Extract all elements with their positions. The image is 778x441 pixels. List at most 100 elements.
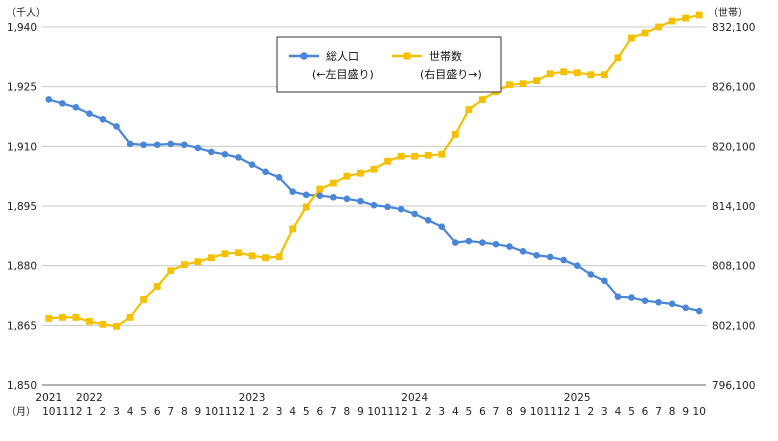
data-point	[695, 307, 703, 315]
month-tick-label: 10	[530, 406, 543, 418]
left-tick-label: 1,895	[7, 201, 37, 213]
data-point	[72, 104, 80, 111]
month-tick-label: 3	[438, 406, 445, 418]
month-tick-label: 6	[154, 406, 161, 418]
data-point	[682, 304, 689, 312]
legend-households-marker	[403, 52, 411, 60]
data-point	[573, 69, 581, 77]
month-tick-label: 12	[557, 406, 570, 418]
month-tick-label: 3	[601, 406, 608, 418]
data-point	[560, 68, 568, 76]
data-point	[546, 70, 554, 78]
month-tick-label: 4	[127, 406, 134, 418]
data-point	[560, 256, 568, 264]
data-point	[533, 252, 540, 259]
data-point	[113, 123, 120, 130]
month-tick-label: 6	[642, 406, 649, 418]
data-point	[357, 169, 364, 177]
data-point	[330, 193, 337, 201]
month-tick-label: 1	[411, 406, 418, 418]
month-tick-label: 12	[394, 406, 407, 418]
data-point	[248, 161, 256, 168]
data-point	[628, 34, 635, 42]
month-tick-label: 5	[140, 406, 147, 418]
month-tick-label: 10	[42, 406, 55, 418]
data-point	[262, 168, 269, 176]
right-tick-label: 808,100	[712, 261, 755, 273]
data-point	[451, 131, 459, 138]
month-tick-label: 12	[232, 406, 245, 418]
left-tick-label: 1,865	[7, 320, 37, 332]
data-point	[221, 250, 229, 258]
right-tick-label: 832,100	[712, 22, 755, 34]
month-tick-label: 7	[330, 406, 337, 418]
data-point	[235, 249, 242, 257]
data-point	[140, 296, 148, 303]
data-point	[506, 243, 513, 250]
data-point	[668, 300, 676, 308]
data-point	[126, 140, 134, 148]
legend-box	[276, 36, 502, 93]
month-tick-label: 3	[276, 406, 283, 418]
legend-population-marker	[300, 52, 308, 60]
data-point	[329, 179, 337, 187]
data-point	[452, 239, 459, 246]
data-point	[628, 294, 635, 301]
data-point	[533, 77, 541, 85]
month-tick-label: 1	[574, 406, 581, 418]
data-point	[167, 140, 175, 148]
year-label: 2022	[76, 392, 103, 404]
data-point	[411, 152, 419, 160]
data-point	[424, 151, 432, 159]
month-tick-label: 9	[520, 406, 527, 418]
data-point	[221, 150, 229, 158]
data-point	[72, 313, 80, 321]
data-point	[59, 100, 66, 107]
data-point	[194, 258, 202, 266]
month-tick-label: 5	[466, 406, 473, 418]
x-axis: 10 11 12 1 2 3 4 5 6 7 8 9 10 11 12 1 2 3 4 5 6 7 8 9 10 11 12 1 2 3 4…	[35, 392, 706, 418]
right-tick-label: 826,100	[712, 82, 755, 94]
data-point	[641, 29, 649, 37]
left-tick-label: 1,940	[7, 22, 37, 34]
data-point	[275, 253, 283, 261]
series-total-population	[45, 96, 703, 315]
data-point	[587, 71, 595, 79]
month-tick-label: 12	[69, 406, 82, 418]
legend: 総人口 (←左目盛り) 世帯数 (右目盛り→)	[276, 36, 502, 93]
data-point	[180, 141, 188, 149]
data-point	[140, 141, 147, 149]
data-point	[614, 54, 622, 62]
data-point	[357, 197, 364, 205]
left-axis: 1,850 1,865 1,880 1,895 1,910 1,925 1,940	[7, 22, 37, 392]
data-point	[194, 144, 202, 152]
data-point	[302, 191, 310, 199]
data-point	[126, 313, 134, 321]
month-tick-label: 11	[381, 406, 394, 418]
month-tick-label: 5	[303, 406, 310, 418]
right-axis: 796,100 802,100 808,100 814,100 820,100 826,1…	[712, 22, 755, 392]
data-point	[153, 283, 161, 290]
data-point	[479, 96, 486, 103]
month-tick-label: 11	[543, 406, 556, 418]
data-point	[655, 23, 662, 31]
data-point	[397, 152, 405, 160]
data-point	[207, 254, 215, 262]
data-point	[275, 174, 283, 181]
data-point	[546, 253, 554, 261]
data-point	[573, 262, 581, 269]
month-tick-label: 2	[587, 406, 594, 418]
data-point	[45, 96, 53, 103]
month-tick-label: 4	[615, 406, 622, 418]
data-point	[695, 11, 703, 19]
data-point	[397, 205, 405, 213]
month-tick-label: 11	[218, 406, 231, 418]
data-point	[438, 223, 446, 230]
month-tick-label: 4	[289, 406, 296, 418]
month-tick-label: 10	[205, 406, 218, 418]
data-point	[668, 17, 676, 25]
data-point	[316, 192, 324, 199]
month-tick-label: 2	[425, 406, 432, 418]
month-tick-label: 8	[669, 406, 676, 418]
